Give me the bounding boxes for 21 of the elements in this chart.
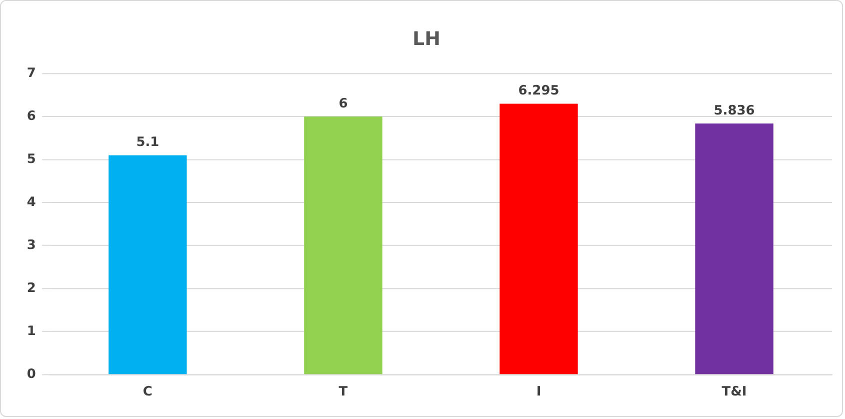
bar <box>695 124 774 374</box>
bar <box>500 104 578 374</box>
x-tick-label: C <box>142 384 152 400</box>
y-tick-label: 6 <box>26 108 36 124</box>
x-tick-label: T <box>338 384 348 400</box>
y-tick-label: 3 <box>26 238 36 253</box>
data-label: 5.1 <box>136 135 160 150</box>
data-label: 5.836 <box>714 103 755 118</box>
data-label: 6.295 <box>518 84 560 99</box>
bar <box>108 155 187 374</box>
y-tick-label: 2 <box>26 280 36 296</box>
y-tick-label: 0 <box>26 366 36 382</box>
y-tick-label: 7 <box>26 66 36 81</box>
bar <box>304 116 382 374</box>
data-label: 6 <box>338 96 348 112</box>
y-tick-label: 4 <box>26 194 36 210</box>
x-tick-label: T&I <box>722 384 747 400</box>
y-tick-label: 5 <box>26 152 36 167</box>
y-tick-label: 1 <box>26 324 36 339</box>
x-tick-label: I <box>536 384 542 400</box>
chart-title: LH <box>412 28 440 50</box>
